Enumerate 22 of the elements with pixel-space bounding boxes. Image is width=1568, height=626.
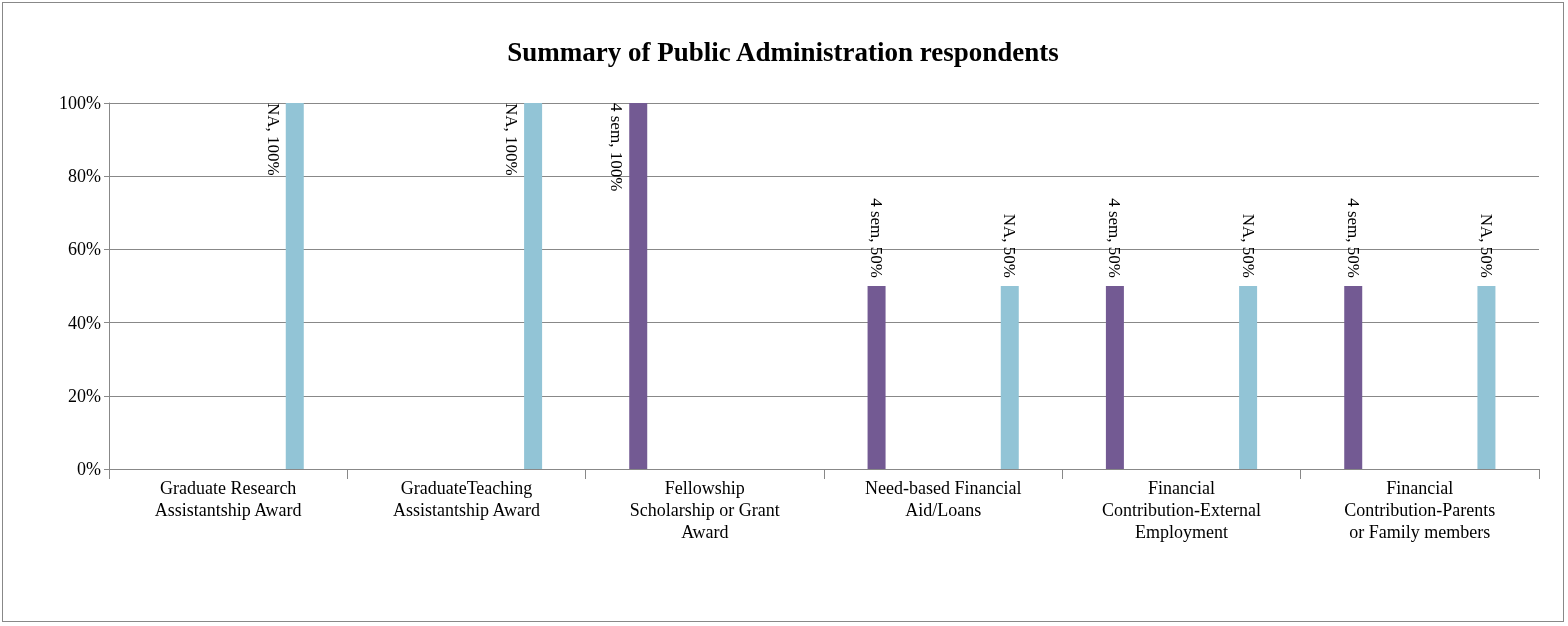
x-tick-label: GraduateTeaching Assistantship Award (393, 478, 540, 520)
y-tick-label: 0% (77, 459, 101, 479)
data-label: NA, 50% (1000, 213, 1020, 278)
y-tick-label: 40% (68, 312, 101, 333)
data-label: 4 sem, 50% (1105, 198, 1125, 278)
y-tick-label: 60% (68, 239, 101, 260)
data-label: 4 sem, 50% (867, 198, 887, 278)
x-tick-label: Financial Contribution-External Employment (1102, 478, 1261, 542)
y-tick-label: 100% (59, 93, 101, 113)
x-tick-label: Need-based Financial Aid/Loans (864, 478, 1022, 520)
x-tick-label: Financial Contribution-Parents or Family members (1344, 478, 1496, 542)
data-label: NA, 100% (263, 103, 283, 176)
chart-title: Summary of Public Administration respondents (507, 36, 1059, 67)
x-tick-label: Graduate Research Assistantship Award (154, 478, 302, 520)
x-tick-label: Fellowship Scholarship or Grant Award (629, 478, 780, 542)
data-label: 4 sem, 50% (1343, 198, 1363, 278)
y-tick-label: 20% (68, 385, 101, 406)
data-label: NA, 50% (1238, 213, 1258, 278)
y-tick-label: 80% (68, 166, 101, 187)
data-label: NA, 50% (1476, 213, 1496, 278)
data-label: NA, 100% (502, 103, 522, 176)
data-label: 4 sem, 100% (607, 103, 627, 192)
